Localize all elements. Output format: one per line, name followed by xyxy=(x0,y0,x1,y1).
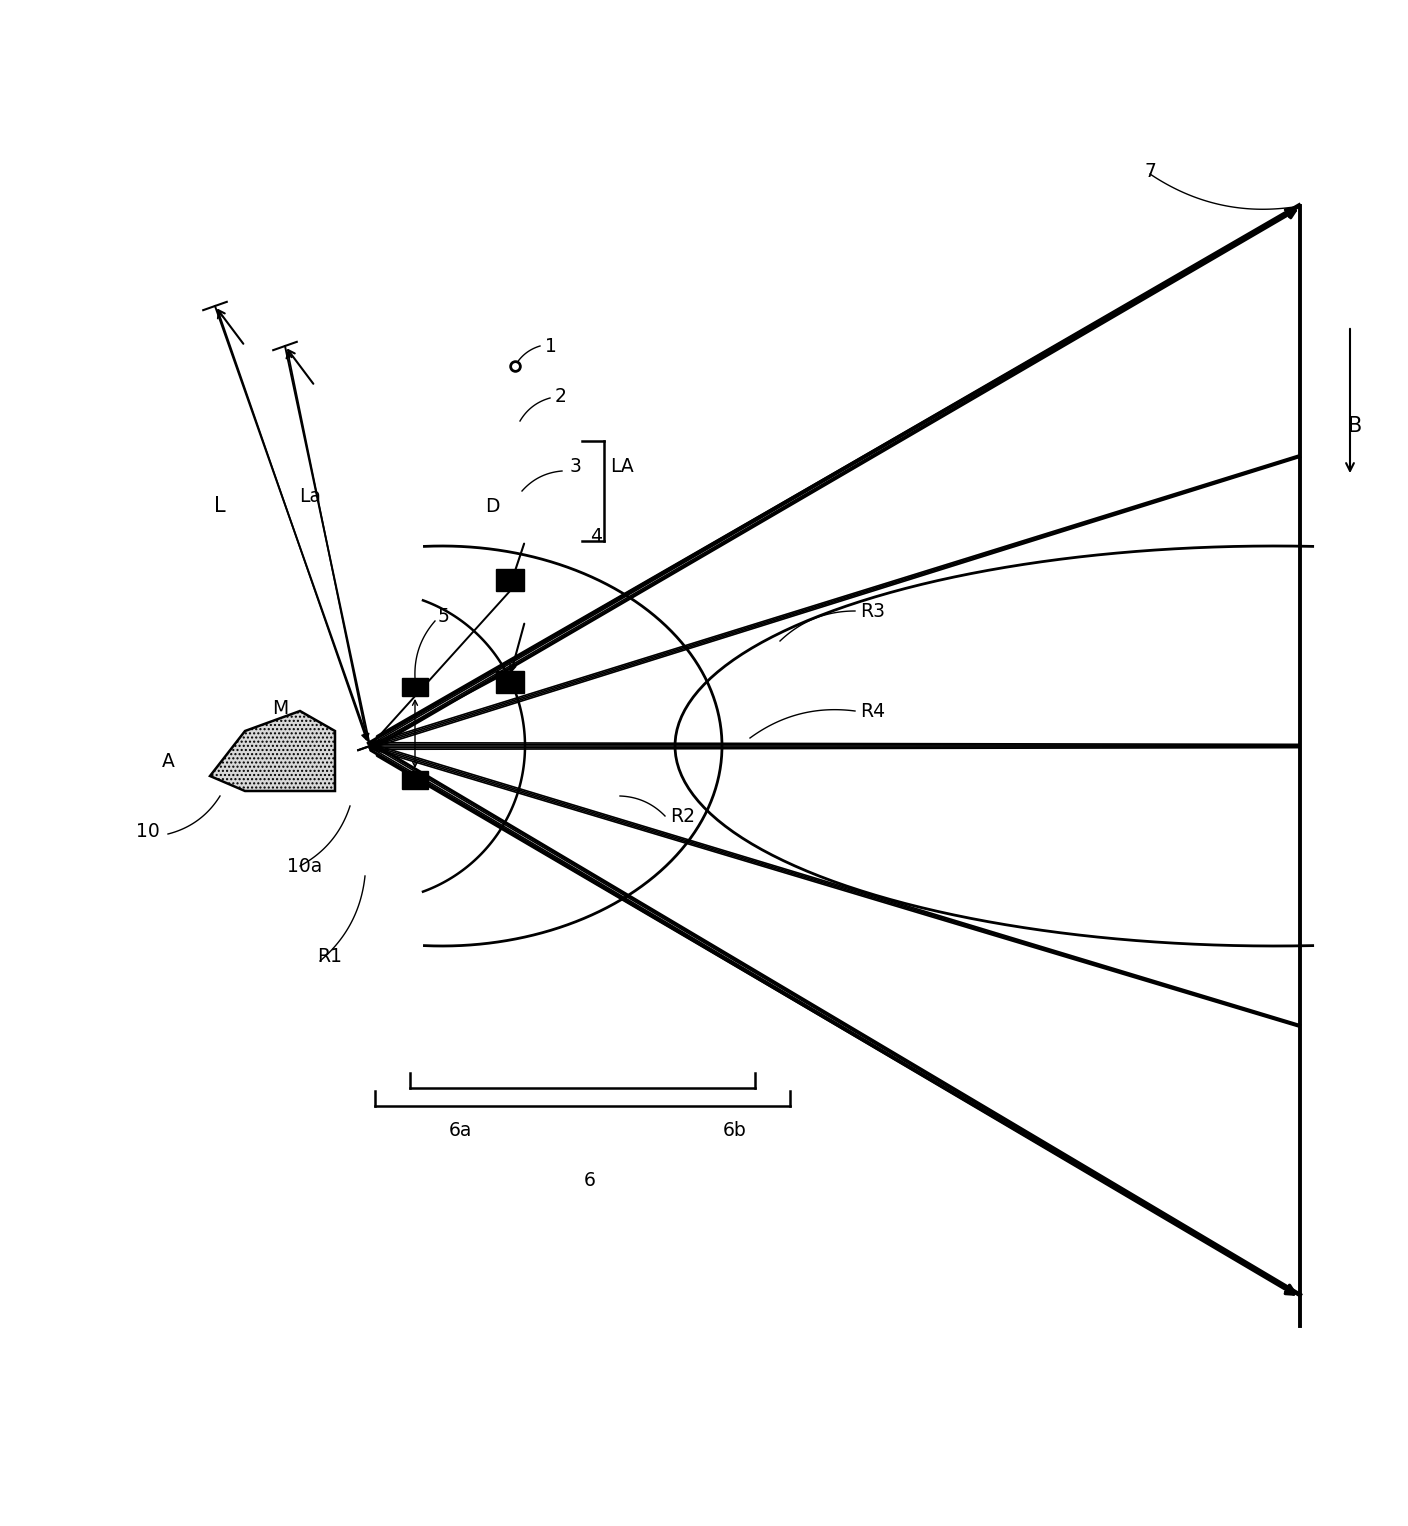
Text: 7: 7 xyxy=(1145,162,1156,180)
Text: 10a: 10a xyxy=(287,856,322,876)
Text: D: D xyxy=(484,496,500,516)
Text: 2: 2 xyxy=(555,386,567,406)
Text: R3: R3 xyxy=(860,601,886,621)
Text: M: M xyxy=(272,699,289,717)
Text: R1: R1 xyxy=(317,946,342,966)
Text: LA: LA xyxy=(610,456,634,476)
Text: R4: R4 xyxy=(860,702,886,720)
Text: 10: 10 xyxy=(137,821,161,841)
Text: B: B xyxy=(1347,417,1362,436)
Text: 6a: 6a xyxy=(448,1122,472,1140)
Text: La: La xyxy=(298,487,321,505)
Text: 3: 3 xyxy=(570,456,582,476)
Text: 6: 6 xyxy=(584,1172,596,1190)
Text: 1: 1 xyxy=(545,337,558,356)
Text: R2: R2 xyxy=(670,807,696,826)
Text: L: L xyxy=(214,496,225,516)
Text: A: A xyxy=(162,751,175,771)
Bar xyxy=(496,569,524,591)
Bar xyxy=(403,771,428,789)
Bar xyxy=(496,671,524,693)
Text: 5: 5 xyxy=(438,606,451,626)
Bar xyxy=(403,678,428,696)
Polygon shape xyxy=(210,711,335,790)
Text: 6b: 6b xyxy=(724,1122,746,1140)
Text: 4: 4 xyxy=(590,526,603,545)
